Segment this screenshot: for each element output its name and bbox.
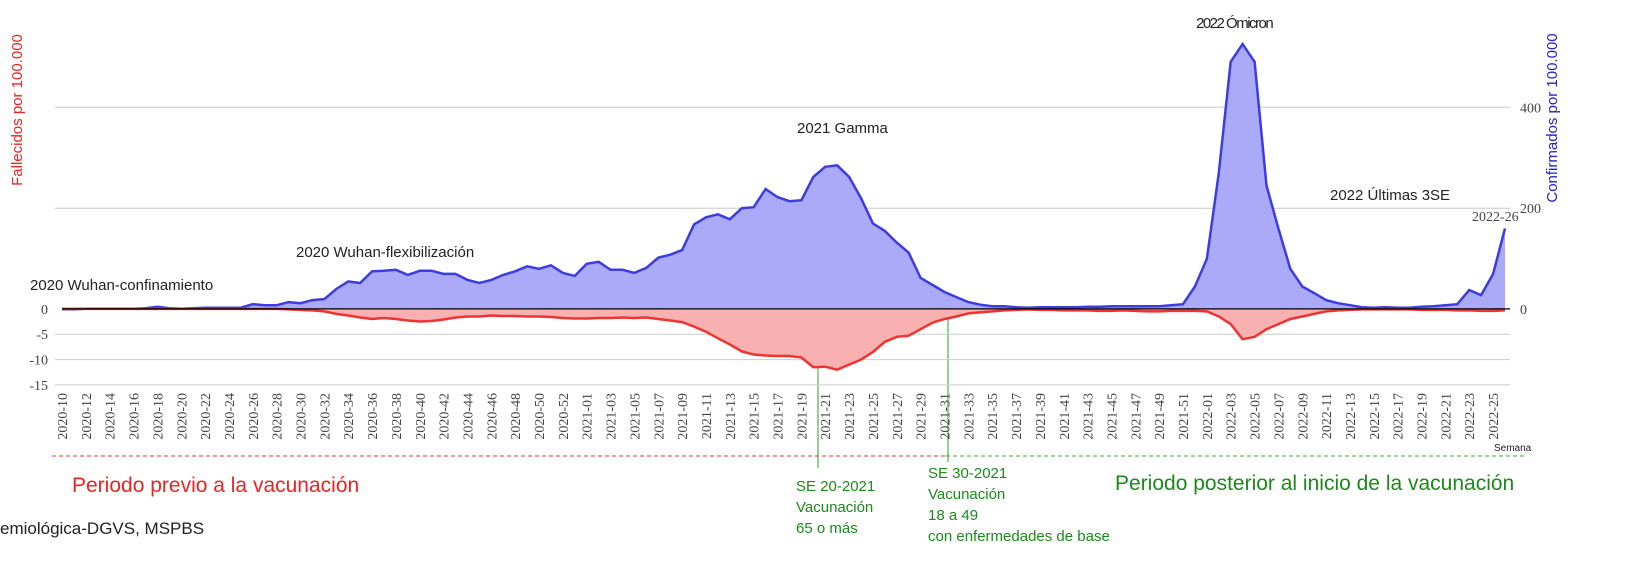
x-tick-label: 2022-23 (1463, 393, 1478, 440)
y-tick-label: 0 (41, 303, 48, 318)
x-tick-label: 2021-21 (819, 393, 834, 440)
annotation: 2020 Wuhan-flexibilización (296, 244, 474, 261)
milestone-text: 65 o más (796, 520, 858, 537)
x-tick-label: 2020-16 (128, 393, 143, 440)
milestone-text: SE 20-2021 (796, 478, 875, 495)
x-tick-label: 2021-27 (891, 393, 906, 440)
x-tick-label: 2022-09 (1296, 393, 1311, 440)
x-tick-label: 2020-34 (342, 393, 357, 440)
x-tick-label: 2021-11 (700, 393, 715, 439)
annotation: 2020 Wuhan-confinamiento (30, 277, 213, 294)
milestone-text: con enfermedades de base (928, 528, 1110, 545)
milestone-text: 18 a 49 (928, 507, 978, 524)
x-tick-label: 2022-03 (1225, 393, 1240, 440)
x-tick-label: 2022-19 (1416, 393, 1431, 440)
x-tick-label: 2020-24 (223, 393, 238, 440)
y2-axis-label: Confirmados por 100.000 (1544, 33, 1561, 202)
y2-tick-label: 400 (1520, 101, 1541, 116)
x-tick-label: 2021-37 (1010, 393, 1025, 440)
area-fill (62, 308, 1505, 370)
period-label: Periodo posterior al inicio de la vacuna… (1115, 472, 1514, 495)
x-tick-label: 2021-01 (581, 393, 596, 440)
x-tick-label: 2021-51 (1177, 393, 1192, 440)
x-tick-label: 2022-05 (1249, 393, 1264, 440)
x-tick-label: 2021-23 (843, 393, 858, 440)
x-tick-label: 2021-49 (1153, 393, 1168, 440)
x-tick-label: 2021-15 (748, 393, 763, 440)
x-tick-label: 2021-17 (772, 393, 787, 440)
x-tick-label: 2021-35 (986, 393, 1001, 440)
x-tick-label: 2022-01 (1201, 393, 1216, 440)
area-fill (62, 44, 1505, 310)
milestone-text: Vacunación (928, 486, 1005, 503)
x-tick-label: 2020-10 (56, 393, 71, 440)
x-tick-label: 2022-13 (1344, 393, 1359, 440)
x-tick-label: 2020-36 (366, 393, 381, 440)
x-tick-label: 2022-25 (1487, 393, 1502, 440)
y-tick-label: -10 (29, 354, 48, 369)
x-tick-label: 2020-48 (509, 393, 524, 440)
x-tick-label: 2020-28 (271, 393, 286, 440)
x-tick-label: 2020-50 (533, 393, 548, 440)
series-line (62, 41, 1507, 311)
x-tick-label: 2020-12 (80, 393, 95, 440)
x-tick-label: 2021-29 (915, 393, 930, 440)
x-tick-label: 2021-31 (938, 393, 953, 440)
x-tick-label: 2021-41 (1058, 393, 1073, 440)
milestone-text: Vacunación (796, 499, 873, 516)
x-tick-label: 2021-19 (795, 393, 810, 440)
y-tick-label: -15 (29, 379, 48, 394)
x-tick-label: 2020-32 (318, 393, 333, 440)
x-tick-label: 2022-17 (1392, 393, 1407, 440)
x-tick-label: 2021-33 (962, 393, 977, 440)
x-tick-label: 2020-18 (151, 393, 166, 440)
x-tick-label: 2020-52 (557, 393, 572, 440)
x-tick-label: 2020-44 (461, 393, 476, 440)
x-tick-label: 2021-09 (676, 393, 691, 440)
x-tick-label: 2022-11 (1320, 393, 1335, 439)
x-tick-label: 2022-15 (1368, 393, 1383, 440)
x-tick-label: 2020-30 (295, 393, 310, 440)
x-tick-label: 2021-43 (1082, 393, 1097, 440)
x-tick-label: 2021-13 (724, 393, 739, 440)
x-tick-label: 2020-14 (104, 393, 119, 440)
annotation: 2022-26 (1472, 210, 1519, 225)
x-tick-label: 2021-07 (652, 393, 667, 440)
x-tick-label: 2022-21 (1439, 393, 1454, 440)
x-tick-label: 2021-47 (1129, 393, 1144, 440)
x-tick-label: 2020-38 (390, 393, 405, 440)
x-tick-label: 2022-07 (1272, 393, 1287, 440)
x-tick-label: 2021-25 (867, 393, 882, 440)
x-tick-label: 2021-45 (1105, 393, 1120, 440)
x-tick-label: 2020-40 (414, 393, 429, 440)
y-tick-label: -5 (36, 328, 48, 343)
x-tick-label: 2020-20 (175, 393, 190, 440)
source: emiológica-DGVS, MSPBS (0, 519, 204, 538)
milestone-text: SE 30-2021 (928, 465, 1007, 482)
x-tick-label: 2021-03 (605, 393, 620, 440)
x-tick-label: 2020-26 (247, 393, 262, 440)
y-axis-label: Fallecidos por 100.000 (9, 34, 26, 186)
x-tick-label: 2020-46 (485, 393, 500, 440)
x-axis-label: Semana (1494, 443, 1532, 454)
x-tick-label: 2021-39 (1034, 393, 1049, 440)
period-label: Periodo previo a la vacunación (72, 474, 359, 497)
y2-tick-label: 200 (1520, 202, 1541, 217)
y2-tick-label: 0 (1520, 303, 1527, 318)
annotation: 2022 Ómicron (1196, 15, 1273, 32)
x-tick-label: 2021-05 (628, 393, 643, 440)
x-tick-label: 2020-42 (438, 393, 453, 440)
x-tick-label: 2020-22 (199, 393, 214, 440)
annotation: 2021 Gamma (797, 120, 889, 137)
annotation: 2022 Últimas 3SE (1330, 187, 1450, 204)
series-line (62, 307, 1506, 372)
